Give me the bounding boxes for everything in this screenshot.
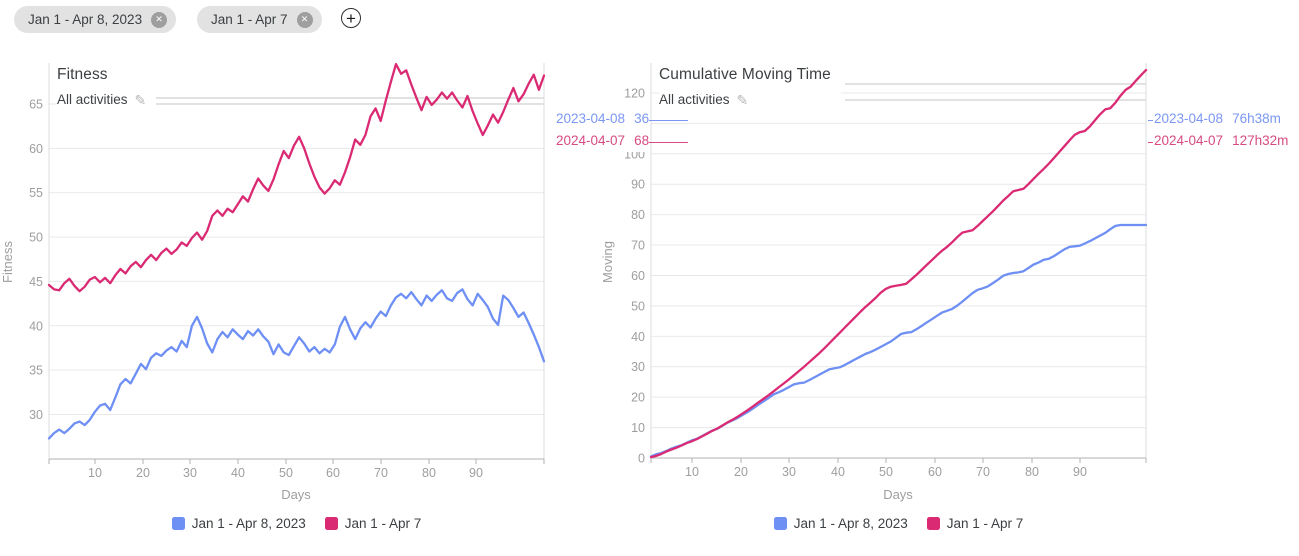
fitness-y-axis-title: Fitness bbox=[0, 241, 15, 283]
fitness-legend-label-2024: Jan 1 - Apr 7 bbox=[344, 516, 422, 531]
svg-text:50: 50 bbox=[879, 465, 893, 479]
svg-text:70: 70 bbox=[976, 465, 990, 479]
fitness-end-value-2024: 2024-04-07 68 bbox=[556, 133, 650, 148]
moving-time-y-axis-title: Moving bbox=[600, 241, 615, 283]
svg-text:60: 60 bbox=[631, 269, 645, 283]
moving-time-end-value-leader-line-blue bbox=[1148, 120, 1153, 121]
svg-text:40: 40 bbox=[831, 465, 845, 479]
chip-1-close-icon[interactable]: ✕ bbox=[151, 11, 168, 28]
moving-time-legend-item-2024[interactable]: Jan 1 - Apr 7 bbox=[926, 516, 1024, 531]
moving-time-end-value-2023: 2023-04-08 76h38m bbox=[1154, 111, 1281, 126]
chip-2-close-icon[interactable]: ✕ bbox=[296, 11, 313, 28]
moving-time-legend-item-2023[interactable]: Jan 1 - Apr 8, 2023 bbox=[773, 516, 908, 531]
date-range-chip-1-label: Jan 1 - Apr 8, 2023 bbox=[28, 12, 143, 27]
date-range-chip-2[interactable]: Jan 1 - Apr 7 ✕ bbox=[197, 6, 322, 33]
svg-text:70: 70 bbox=[631, 239, 645, 253]
svg-text:50: 50 bbox=[631, 299, 645, 313]
moving-time-chart-header: Cumulative Moving Time All activities ✎ bbox=[659, 66, 841, 109]
edit-icon[interactable]: ✎ bbox=[736, 91, 749, 108]
moving-time-legend: Jan 1 - Apr 8, 2023 Jan 1 - Apr 7 bbox=[651, 516, 1146, 531]
moving-time-end-values: 2023-04-08 76h38m 2024-04-07 127h32m bbox=[1154, 108, 1289, 152]
plus-icon: + bbox=[346, 8, 356, 28]
edit-icon[interactable]: ✎ bbox=[134, 91, 147, 108]
svg-text:80: 80 bbox=[422, 466, 436, 480]
svg-text:60: 60 bbox=[928, 465, 942, 479]
fitness-legend-item-2024[interactable]: Jan 1 - Apr 7 bbox=[324, 516, 422, 531]
date-range-chip-1[interactable]: Jan 1 - Apr 8, 2023 ✕ bbox=[14, 6, 177, 33]
svg-text:65: 65 bbox=[29, 98, 43, 112]
svg-text:50: 50 bbox=[279, 466, 293, 480]
fitness-x-axis-title: Days bbox=[281, 487, 311, 502]
svg-text:10: 10 bbox=[685, 465, 699, 479]
blue-series-swatch-icon bbox=[171, 517, 185, 530]
moving-time-chart-title: Cumulative Moving Time bbox=[659, 66, 831, 83]
svg-text:20: 20 bbox=[734, 465, 748, 479]
fitness-legend: Jan 1 - Apr 8, 2023 Jan 1 - Apr 7 bbox=[49, 516, 544, 531]
fitness-chart-title: Fitness bbox=[57, 66, 108, 83]
svg-text:90: 90 bbox=[631, 178, 645, 192]
moving-time-x-axis-title: Days bbox=[883, 487, 913, 502]
fitness-chart-plot-area[interactable] bbox=[49, 63, 544, 459]
svg-text:40: 40 bbox=[231, 466, 245, 480]
svg-text:90: 90 bbox=[1073, 465, 1087, 479]
fitness-legend-label-2023: Jan 1 - Apr 8, 2023 bbox=[191, 516, 306, 531]
svg-text:60: 60 bbox=[29, 142, 43, 156]
svg-text:50: 50 bbox=[29, 231, 43, 245]
blue-series-swatch-icon bbox=[773, 517, 787, 530]
fitness-chart-header: Fitness All activities ✎ bbox=[57, 66, 157, 109]
svg-text:40: 40 bbox=[29, 319, 43, 333]
svg-text:10: 10 bbox=[631, 421, 645, 435]
svg-text:120: 120 bbox=[624, 86, 645, 100]
fitness-end-values: 2023-04-08 36 2024-04-07 68 bbox=[556, 108, 650, 152]
pink-series-swatch-icon bbox=[926, 517, 940, 530]
fitness-end-value-leader-line-pink bbox=[649, 142, 688, 143]
svg-text:45: 45 bbox=[29, 275, 43, 289]
svg-text:30: 30 bbox=[782, 465, 796, 479]
add-date-range-button[interactable]: + bbox=[341, 8, 361, 28]
fitness-end-value-leader-line-blue bbox=[649, 120, 688, 121]
moving-time-legend-label-2023: Jan 1 - Apr 8, 2023 bbox=[793, 516, 908, 531]
svg-text:30: 30 bbox=[183, 466, 197, 480]
svg-text:80: 80 bbox=[1025, 465, 1039, 479]
date-range-chip-2-label: Jan 1 - Apr 7 bbox=[211, 12, 288, 27]
fitness-activity-filter-label: All activities bbox=[57, 92, 128, 107]
svg-text:40: 40 bbox=[631, 330, 645, 344]
moving-time-end-value-leader-line-pink bbox=[1148, 142, 1153, 143]
fitness-end-value-2023: 2023-04-08 36 bbox=[556, 111, 650, 126]
moving-time-activity-filter-label: All activities bbox=[659, 92, 730, 107]
svg-text:20: 20 bbox=[136, 466, 150, 480]
moving-time-chart-plot-area[interactable] bbox=[651, 63, 1146, 458]
svg-text:70: 70 bbox=[374, 466, 388, 480]
svg-text:0: 0 bbox=[638, 452, 645, 466]
fitness-legend-item-2023[interactable]: Jan 1 - Apr 8, 2023 bbox=[171, 516, 306, 531]
svg-text:55: 55 bbox=[29, 186, 43, 200]
svg-text:35: 35 bbox=[29, 364, 43, 378]
svg-text:20: 20 bbox=[631, 391, 645, 405]
svg-text:60: 60 bbox=[326, 466, 340, 480]
moving-time-legend-label-2024: Jan 1 - Apr 7 bbox=[946, 516, 1024, 531]
svg-text:80: 80 bbox=[631, 208, 645, 222]
pink-series-swatch-icon bbox=[324, 517, 338, 530]
moving-time-end-value-2024: 2024-04-07 127h32m bbox=[1154, 133, 1289, 148]
svg-text:10: 10 bbox=[88, 466, 102, 480]
svg-text:30: 30 bbox=[631, 360, 645, 374]
svg-text:90: 90 bbox=[469, 466, 483, 480]
svg-text:30: 30 bbox=[29, 408, 43, 422]
